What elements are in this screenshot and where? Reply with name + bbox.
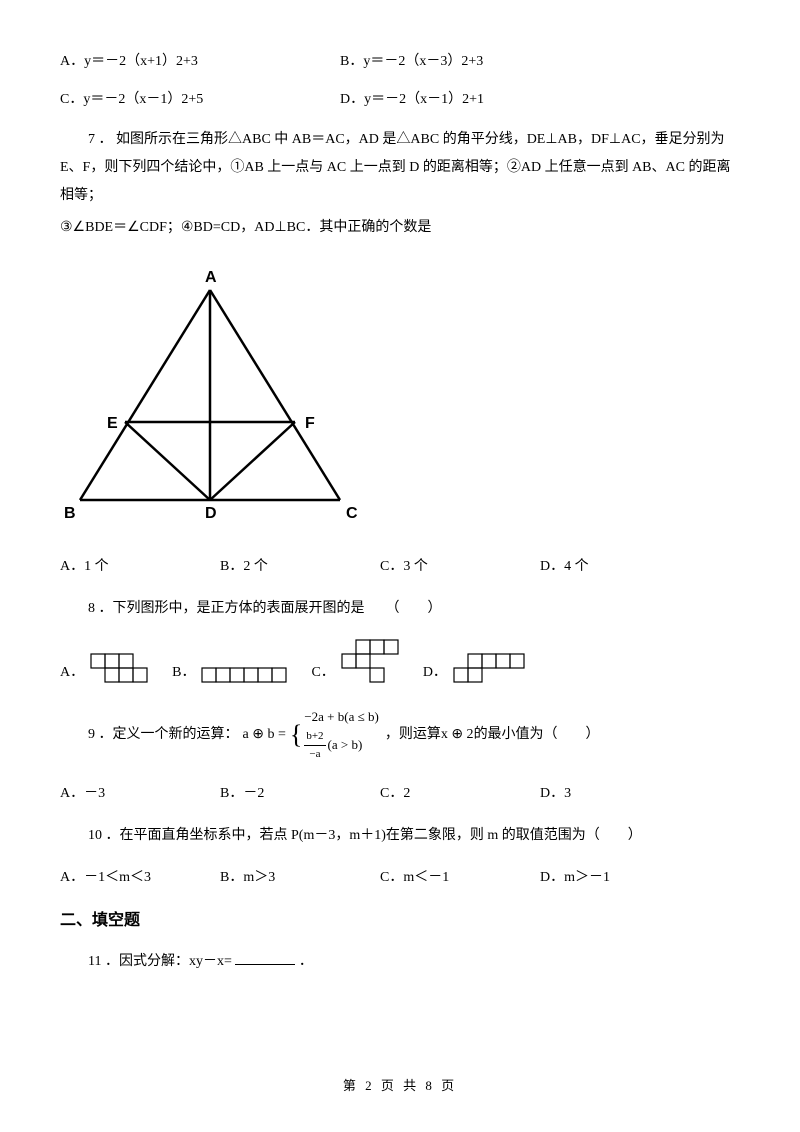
- q10-option-b: B．m＞3: [220, 866, 380, 886]
- q7-option-c: C．3 个: [380, 555, 540, 575]
- page-footer: 第 2 页 共 8 页: [0, 1075, 800, 1094]
- q8-nets-row: A． B． C． D．: [60, 639, 740, 683]
- q10-option-d: D．m＞－1: [540, 866, 700, 886]
- q6-option-b: B．y＝－2（x－3）2+3: [340, 50, 620, 70]
- net-diagram-a: [90, 653, 148, 683]
- q9-denominator: −a: [309, 746, 320, 764]
- q9-row: 9 ．定义一个新的运算： a ⊕ b = { −2a + b(a ≤ b) b+…: [60, 707, 740, 764]
- q8-label-b: B．: [172, 661, 195, 683]
- q9-option-d: D．3: [540, 782, 700, 802]
- q7-option-b: B．2 个: [220, 555, 380, 575]
- q9-formula-lhs: a ⊕ b =: [243, 724, 286, 746]
- q9-case2-cond: (a > b): [328, 735, 363, 756]
- q6-options-row1: A．y＝－2（x+1）2+3 B．y＝－2（x－3）2+3: [60, 50, 740, 70]
- q9-case2: b+2 −a (a > b): [304, 728, 379, 764]
- q9-option-a: A．－3: [60, 782, 220, 802]
- q8-net-b: B．: [172, 661, 287, 683]
- svg-text:F: F: [305, 415, 315, 432]
- svg-text:E: E: [107, 415, 118, 432]
- q9-options: A．－3 B．－2 C．2 D．3: [60, 782, 740, 802]
- section-2-header: 二、填空题: [60, 906, 740, 930]
- q9-lead: 9 ．定义一个新的运算：: [60, 724, 239, 746]
- q8-net-d: D．: [423, 653, 525, 683]
- svg-text:B: B: [64, 505, 76, 522]
- q6-option-a: A．y＝－2（x+1）2+3: [60, 50, 340, 70]
- q6-options-row2: C．y＝－2（x－1）2+5 D．y＝－2（x－1）2+1: [60, 88, 740, 108]
- q7-option-d: D．4 个: [540, 555, 700, 575]
- q11-lead: 11 ．因式分解：xy－x=: [88, 954, 232, 969]
- q9-case1: −2a + b(a ≤ b): [304, 707, 379, 728]
- q8-label-a: A．: [60, 661, 84, 683]
- net-diagram-b: [201, 667, 287, 683]
- q8-text: 8 ．下列图形中，是正方体的表面展开图的是 （ ）: [60, 595, 740, 623]
- q9-cases: −2a + b(a ≤ b) b+2 −a (a > b): [304, 707, 379, 764]
- q7-body-1: 如图所示在三角形△ABC 中 AB＝AC，AD 是△ABC 的角平分线，DE⊥A…: [60, 132, 730, 203]
- q7-number: 7 ．: [88, 132, 113, 147]
- brace-icon: {: [290, 725, 302, 746]
- q7-text-2: ③∠BDE＝∠CDF；④BD=CD，AD⊥BC．其中正确的个数是: [60, 214, 740, 242]
- svg-text:D: D: [205, 505, 217, 522]
- q9-option-c: C．2: [380, 782, 540, 802]
- svg-text:A: A: [205, 270, 217, 286]
- q8-label-c: C．: [311, 661, 334, 683]
- net-diagram-d: [453, 653, 525, 683]
- q6-option-c: C．y＝－2（x－1）2+5: [60, 88, 340, 108]
- q6-option-d: D．y＝－2（x－1）2+1: [340, 88, 620, 108]
- q11-line: 11 ．因式分解：xy－x= ．: [60, 948, 740, 976]
- q8-label-d: D．: [423, 661, 447, 683]
- net-diagram-c: [341, 639, 399, 683]
- triangle-diagram: A B C D E F: [60, 270, 360, 530]
- q8-net-c: C．: [311, 639, 398, 683]
- q9-var: x ⊕ 2: [441, 724, 474, 746]
- q11-blank: [235, 964, 295, 965]
- q10-option-a: A．－1＜m＜3: [60, 866, 220, 886]
- svg-text:C: C: [346, 505, 358, 522]
- q10-option-c: C．m＜－1: [380, 866, 540, 886]
- q9-tail1: ，则运算: [385, 724, 441, 746]
- q9-option-b: B．－2: [220, 782, 380, 802]
- q10-options: A．－1＜m＜3 B．m＞3 C．m＜－1 D．m＞－1: [60, 866, 740, 886]
- q9-tail2: 的最小值为（ ）: [474, 724, 600, 746]
- q11-tail: ．: [299, 954, 313, 969]
- q8-net-a: A．: [60, 653, 148, 683]
- q7-option-a: A．1 个: [60, 555, 220, 575]
- q7-options: A．1 个 B．2 个 C．3 个 D．4 个: [60, 555, 740, 575]
- q7-text-1: 7 ． 如图所示在三角形△ABC 中 AB＝AC，AD 是△ABC 的角平分线，…: [60, 126, 740, 210]
- q10-text: 10 ．在平面直角坐标系中，若点 P(m－3，m＋1)在第二象限，则 m 的取值…: [60, 822, 740, 850]
- q9-fraction: b+2 −a: [304, 728, 325, 764]
- q9-numerator: b+2: [304, 728, 325, 747]
